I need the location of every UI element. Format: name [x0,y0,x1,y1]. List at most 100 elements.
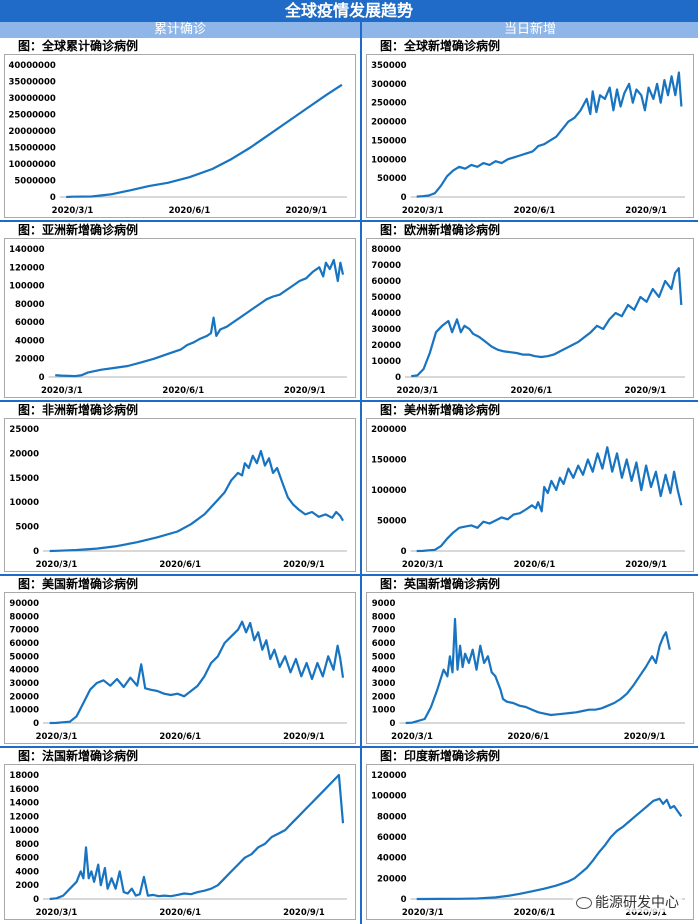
x-tick-label: 2020/3/1 [36,560,78,570]
y-tick-label: 30000000 [8,94,55,104]
line-chart: 0 10000 20000 30000 40000 50000 60000 70000 8000… [371,245,685,396]
y-tick-label: 100000 [371,792,407,802]
y-tick-label: 200000 [371,118,407,128]
left-column-header: 累计确诊 [0,22,360,38]
series-line [55,258,345,378]
y-tick-label: 10000 [9,826,39,836]
y-tick-label: 40000 [371,309,401,319]
wechat-icon [576,897,592,909]
line-chart: 0 10000 20000 30000 40000 50000 60000 70000 8000… [9,599,347,742]
y-tick-label: 70000 [371,261,401,271]
y-tick-label: 80000 [377,812,407,822]
chart-panel: 0 2000 4000 6000 8000 10000 12000 14000 16000 180… [4,764,356,920]
y-tick-label: 7000 [372,626,396,636]
series-line [49,449,344,553]
chart-title: 图：印度新增确诊病例 [380,749,501,763]
x-tick-label: 2020/6/1 [507,732,549,742]
x-tick-label: 2020/6/1 [159,560,201,570]
x-tick-label: 2020/3/1 [397,386,439,396]
chart-panel: 0 10000 20000 30000 40000 50000 60000 70000 8000… [366,238,694,398]
column-divider [360,22,362,924]
y-tick-label: 80000 [9,612,39,622]
y-tick-label: 2000 [372,692,396,702]
y-tick-label: 18000 [9,771,39,781]
x-tick-label: 2020/9/1 [283,560,325,570]
series-line [416,71,683,198]
page-title: 全球疫情发展趋势 [284,1,413,20]
y-tick-label: 0 [389,719,395,729]
row-separator [0,220,698,222]
y-tick-label: 35000000 [8,78,55,88]
y-tick-label: 100000 [371,155,407,165]
chart-panel: 0 5000000 10000000 15000000 20000000 25000000… [4,54,356,218]
series-line [416,446,683,553]
chart-panel: 0 5000 10000 15000 20000 25000 2020/3/1 2020/6/… [4,418,356,572]
y-tick-label: 250000 [371,99,407,109]
y-tick-label: 25000 [9,425,39,435]
series-line [411,267,683,378]
x-tick-label: 2020/3/1 [402,206,444,216]
y-tick-label: 0 [39,373,45,383]
y-tick-label: 30000 [9,679,39,689]
chart-panel: 0 50000 100000 150000 200000 250000 300000 3500… [366,54,694,218]
y-tick-label: 0 [401,547,407,557]
y-tick-label: 50000 [377,174,407,184]
y-tick-label: 30000 [371,325,401,335]
y-tick-label: 120000 [9,263,45,273]
y-tick-label: 0 [33,719,39,729]
row-separator [0,574,698,576]
line-chart: 0 5000000 10000000 15000000 20000000 25000000… [8,61,347,216]
x-tick-label: 2020/6/1 [514,206,556,216]
chart-title: 图：亚洲新增确诊病例 [18,223,139,237]
chart-panel: 0 1000 2000 3000 4000 5000 6000 7000 8000 9000 202… [366,592,694,744]
x-tick-label: 2020/9/1 [625,908,667,918]
x-tick-label: 2020/6/1 [514,560,556,570]
y-tick-label: 50000 [377,517,407,527]
series-line [49,773,345,901]
y-tick-label: 10000 [9,498,39,508]
y-tick-label: 10000 [9,706,39,716]
chart-panel: 0 20000 40000 60000 80000 100000 120000 140000 2… [4,238,356,398]
row-separator [0,400,698,402]
chart-title: 图：全球新增确诊病例 [380,39,501,53]
x-tick-label: 2020/6/1 [514,908,556,918]
y-tick-label: 60000 [377,833,407,843]
y-tick-label: 50000 [9,652,39,662]
page-banner: 全球疫情发展趋势 [0,0,698,22]
y-tick-label: 350000 [371,61,407,71]
y-tick-label: 6000 [372,639,396,649]
y-tick-label: 4000 [372,666,396,676]
series-line [66,83,343,199]
right-column-header: 当日新增 [362,22,698,38]
chart-panel: 0 50000 100000 150000 200000 2020/3/1 2020/6/1… [366,418,694,572]
y-tick-label: 150000 [371,456,407,466]
y-tick-label: 70000 [9,626,39,636]
x-tick-label: 2020/6/1 [169,206,211,216]
x-tick-label: 2020/9/1 [285,206,327,216]
x-tick-label: 2020/3/1 [52,206,94,216]
x-tick-label: 2020/9/1 [283,732,325,742]
y-tick-label: 16000 [9,785,39,795]
y-tick-label: 90000 [9,599,39,609]
chart-title: 图：美国新增确诊病例 [18,577,139,591]
y-tick-label: 40000 [9,666,39,676]
x-tick-label: 2020/3/1 [391,732,433,742]
line-chart: 0 1000 2000 3000 4000 5000 6000 7000 8000 9000 202… [372,599,685,742]
y-tick-label: 300000 [371,80,407,90]
series-line [416,797,683,901]
y-tick-label: 20000 [377,874,407,884]
y-tick-label: 150000 [371,136,407,146]
x-tick-label: 2020/9/1 [625,560,667,570]
x-tick-label: 2020/3/1 [402,560,444,570]
y-tick-label: 60000 [15,318,45,328]
y-tick-label: 40000000 [8,61,55,71]
x-tick-label: 2020/9/1 [283,908,325,918]
y-tick-label: 60000 [371,277,401,287]
chart-title: 图：全球累计确诊病例 [18,39,139,53]
y-tick-label: 120000 [371,771,407,781]
y-tick-label: 12000 [9,812,39,822]
y-tick-label: 10000000 [8,160,55,170]
y-tick-label: 6000 [15,854,39,864]
line-chart: 0 2000 4000 6000 8000 10000 12000 14000 16000 180… [9,771,347,918]
y-tick-label: 0 [50,193,56,203]
